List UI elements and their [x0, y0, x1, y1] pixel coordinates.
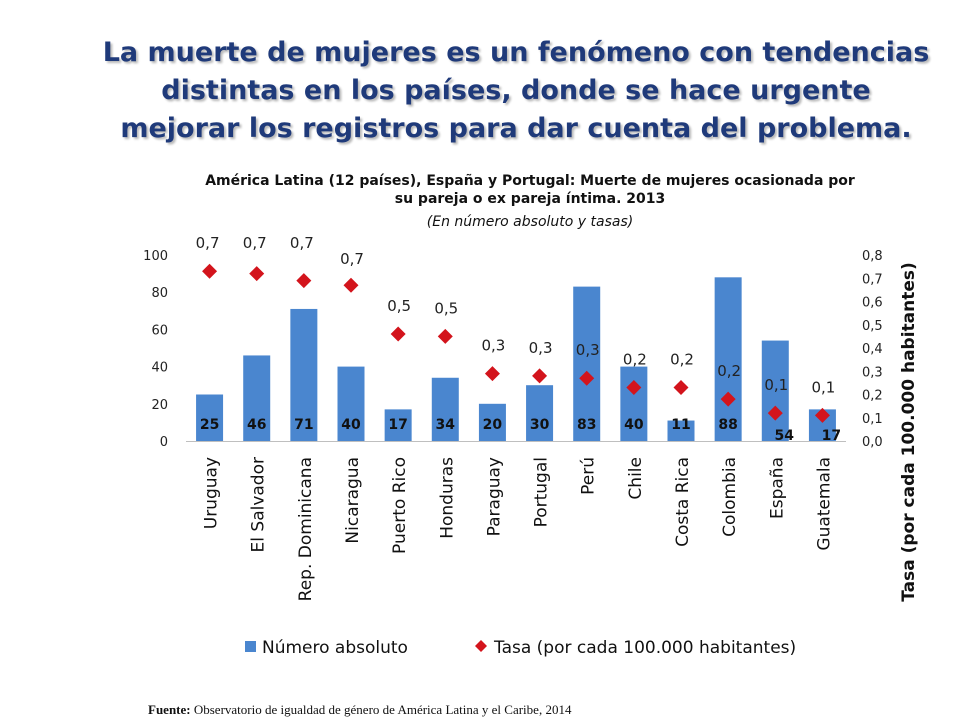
right-axis-tick-label: 0,4 — [862, 342, 883, 357]
rate-marker — [343, 277, 359, 293]
rate-value-label: 0,7 — [196, 234, 220, 252]
bar-value-label: 17 — [388, 417, 407, 433]
bar-value-label: 71 — [294, 417, 313, 433]
chart-subtitle-line1: América Latina (12 países), España y Por… — [205, 173, 855, 189]
left-axis-tick-label: 100 — [143, 249, 168, 264]
source-note: Fuente: Observatorio de igualdad de géne… — [148, 702, 571, 718]
legend-label-rate: Tasa (por cada 100.000 habitantes) — [493, 638, 796, 658]
right-axis-tick-label: 0,2 — [862, 389, 883, 404]
bar — [667, 420, 695, 441]
rate-value-label: 0,1 — [764, 376, 788, 394]
source-text: Observatorio de igualdad de género de Am… — [193, 702, 572, 717]
bar-value-label: 17 — [822, 428, 841, 444]
source-label: Fuente: — [148, 702, 191, 717]
rate-marker — [673, 380, 689, 396]
bar — [290, 308, 318, 441]
bar-value-label: 40 — [341, 417, 361, 433]
bar-value-label: 40 — [624, 417, 644, 433]
right-axis-title: Tasa (por cada 100.000 habitantes) — [899, 262, 919, 602]
rate-marker — [767, 405, 783, 421]
category-label: Costa Rica — [673, 457, 693, 547]
bar-value-label: 30 — [530, 417, 550, 433]
rate-value-label: 0,7 — [290, 234, 314, 252]
category-label: Rep. Dominicana — [296, 457, 316, 601]
bar — [384, 409, 412, 441]
headline: La muerte de mujeres es un fenómeno con … — [102, 37, 930, 144]
left-axis-tick-label: 80 — [151, 286, 168, 301]
right-axis-tick-label: 0,3 — [862, 365, 883, 380]
rate-value-label: 0,2 — [623, 351, 647, 369]
category-label: Puerto Rico — [390, 457, 410, 554]
rate-value-label: 0,7 — [243, 234, 267, 252]
bar — [196, 394, 224, 441]
bar-value-label: 88 — [718, 417, 737, 433]
category-label: Chile — [626, 457, 646, 500]
category-label: Nicaragua — [343, 457, 363, 544]
bar — [714, 277, 742, 441]
right-axis-tick-label: 0,8 — [862, 249, 883, 264]
bar-value-label: 11 — [671, 417, 690, 433]
rate-value-label: 0,3 — [481, 337, 505, 355]
rate-value-label: 0,3 — [529, 339, 553, 357]
right-axis-tick-label: 0,1 — [862, 412, 883, 427]
rate-marker — [532, 368, 548, 384]
bar — [620, 366, 648, 441]
bar — [337, 366, 365, 441]
category-label: España — [767, 457, 787, 519]
rate-marker — [579, 370, 595, 386]
rate-marker — [437, 328, 453, 344]
rate-marker — [626, 380, 642, 396]
bar — [431, 377, 459, 441]
rate-marker — [720, 391, 736, 407]
category-label: Portugal — [532, 457, 552, 527]
legend-label-bars: Número absoluto — [262, 638, 408, 658]
bar — [761, 340, 789, 441]
left-axis-tick-label: 60 — [151, 323, 168, 338]
right-axis-tick-label: 0,0 — [862, 435, 883, 450]
bar-value-label: 46 — [247, 417, 266, 433]
bar-value-label: 25 — [200, 417, 219, 433]
bar — [526, 385, 554, 441]
rate-marker — [249, 266, 265, 282]
rate-value-label: 0,3 — [576, 341, 600, 359]
rate-value-label: 0,2 — [670, 351, 694, 369]
rate-marker — [390, 326, 406, 342]
left-axis-tick-label: 20 — [151, 398, 168, 413]
bar-value-label: 83 — [577, 417, 596, 433]
rate-marker — [814, 407, 830, 423]
category-label: Uruguay — [202, 457, 222, 529]
rate-marker — [484, 366, 500, 382]
bar-value-label: 20 — [483, 417, 503, 433]
chart-subtitle-line2: su pareja o ex pareja íntima. 2013 — [394, 191, 666, 207]
legend-swatch-rate — [475, 640, 487, 652]
chart-canvas: 0 20 40 60 80 100 0,0 0,1 0,2 0,3 0,4 0,5 0,6 0,7 0,8 T… — [143, 234, 919, 658]
category-label: Honduras — [437, 457, 457, 539]
right-axis-tick-label: 0,6 — [862, 296, 883, 311]
rate-marker — [296, 273, 312, 289]
bar — [478, 403, 506, 441]
bar-value-label: 34 — [436, 417, 456, 433]
category-label: Perú — [579, 457, 599, 495]
left-axis-tick-label: 0 — [160, 435, 168, 450]
rate-value-label: 0,5 — [387, 297, 411, 315]
bar — [243, 355, 271, 441]
chart-subtitle-units: (En número absoluto y tasas) — [426, 214, 634, 230]
category-label: El Salvador — [249, 457, 269, 552]
legend-swatch-bars — [245, 641, 256, 652]
rate-value-label: 0,2 — [717, 362, 741, 380]
rate-marker — [202, 263, 218, 279]
left-axis-tick-label: 40 — [151, 361, 168, 376]
rate-value-label: 0,5 — [434, 299, 458, 317]
bar-value-label: 54 — [775, 428, 795, 444]
right-axis-tick-label: 0,5 — [862, 319, 883, 334]
right-axis-tick-label: 0,7 — [862, 272, 883, 287]
bar — [573, 286, 601, 441]
category-label: Guatemala — [814, 457, 834, 551]
category-label: Paraguay — [484, 457, 504, 536]
rate-value-label: 0,7 — [340, 250, 364, 268]
category-label: Colombia — [720, 457, 740, 537]
rate-value-label: 0,1 — [811, 378, 835, 396]
